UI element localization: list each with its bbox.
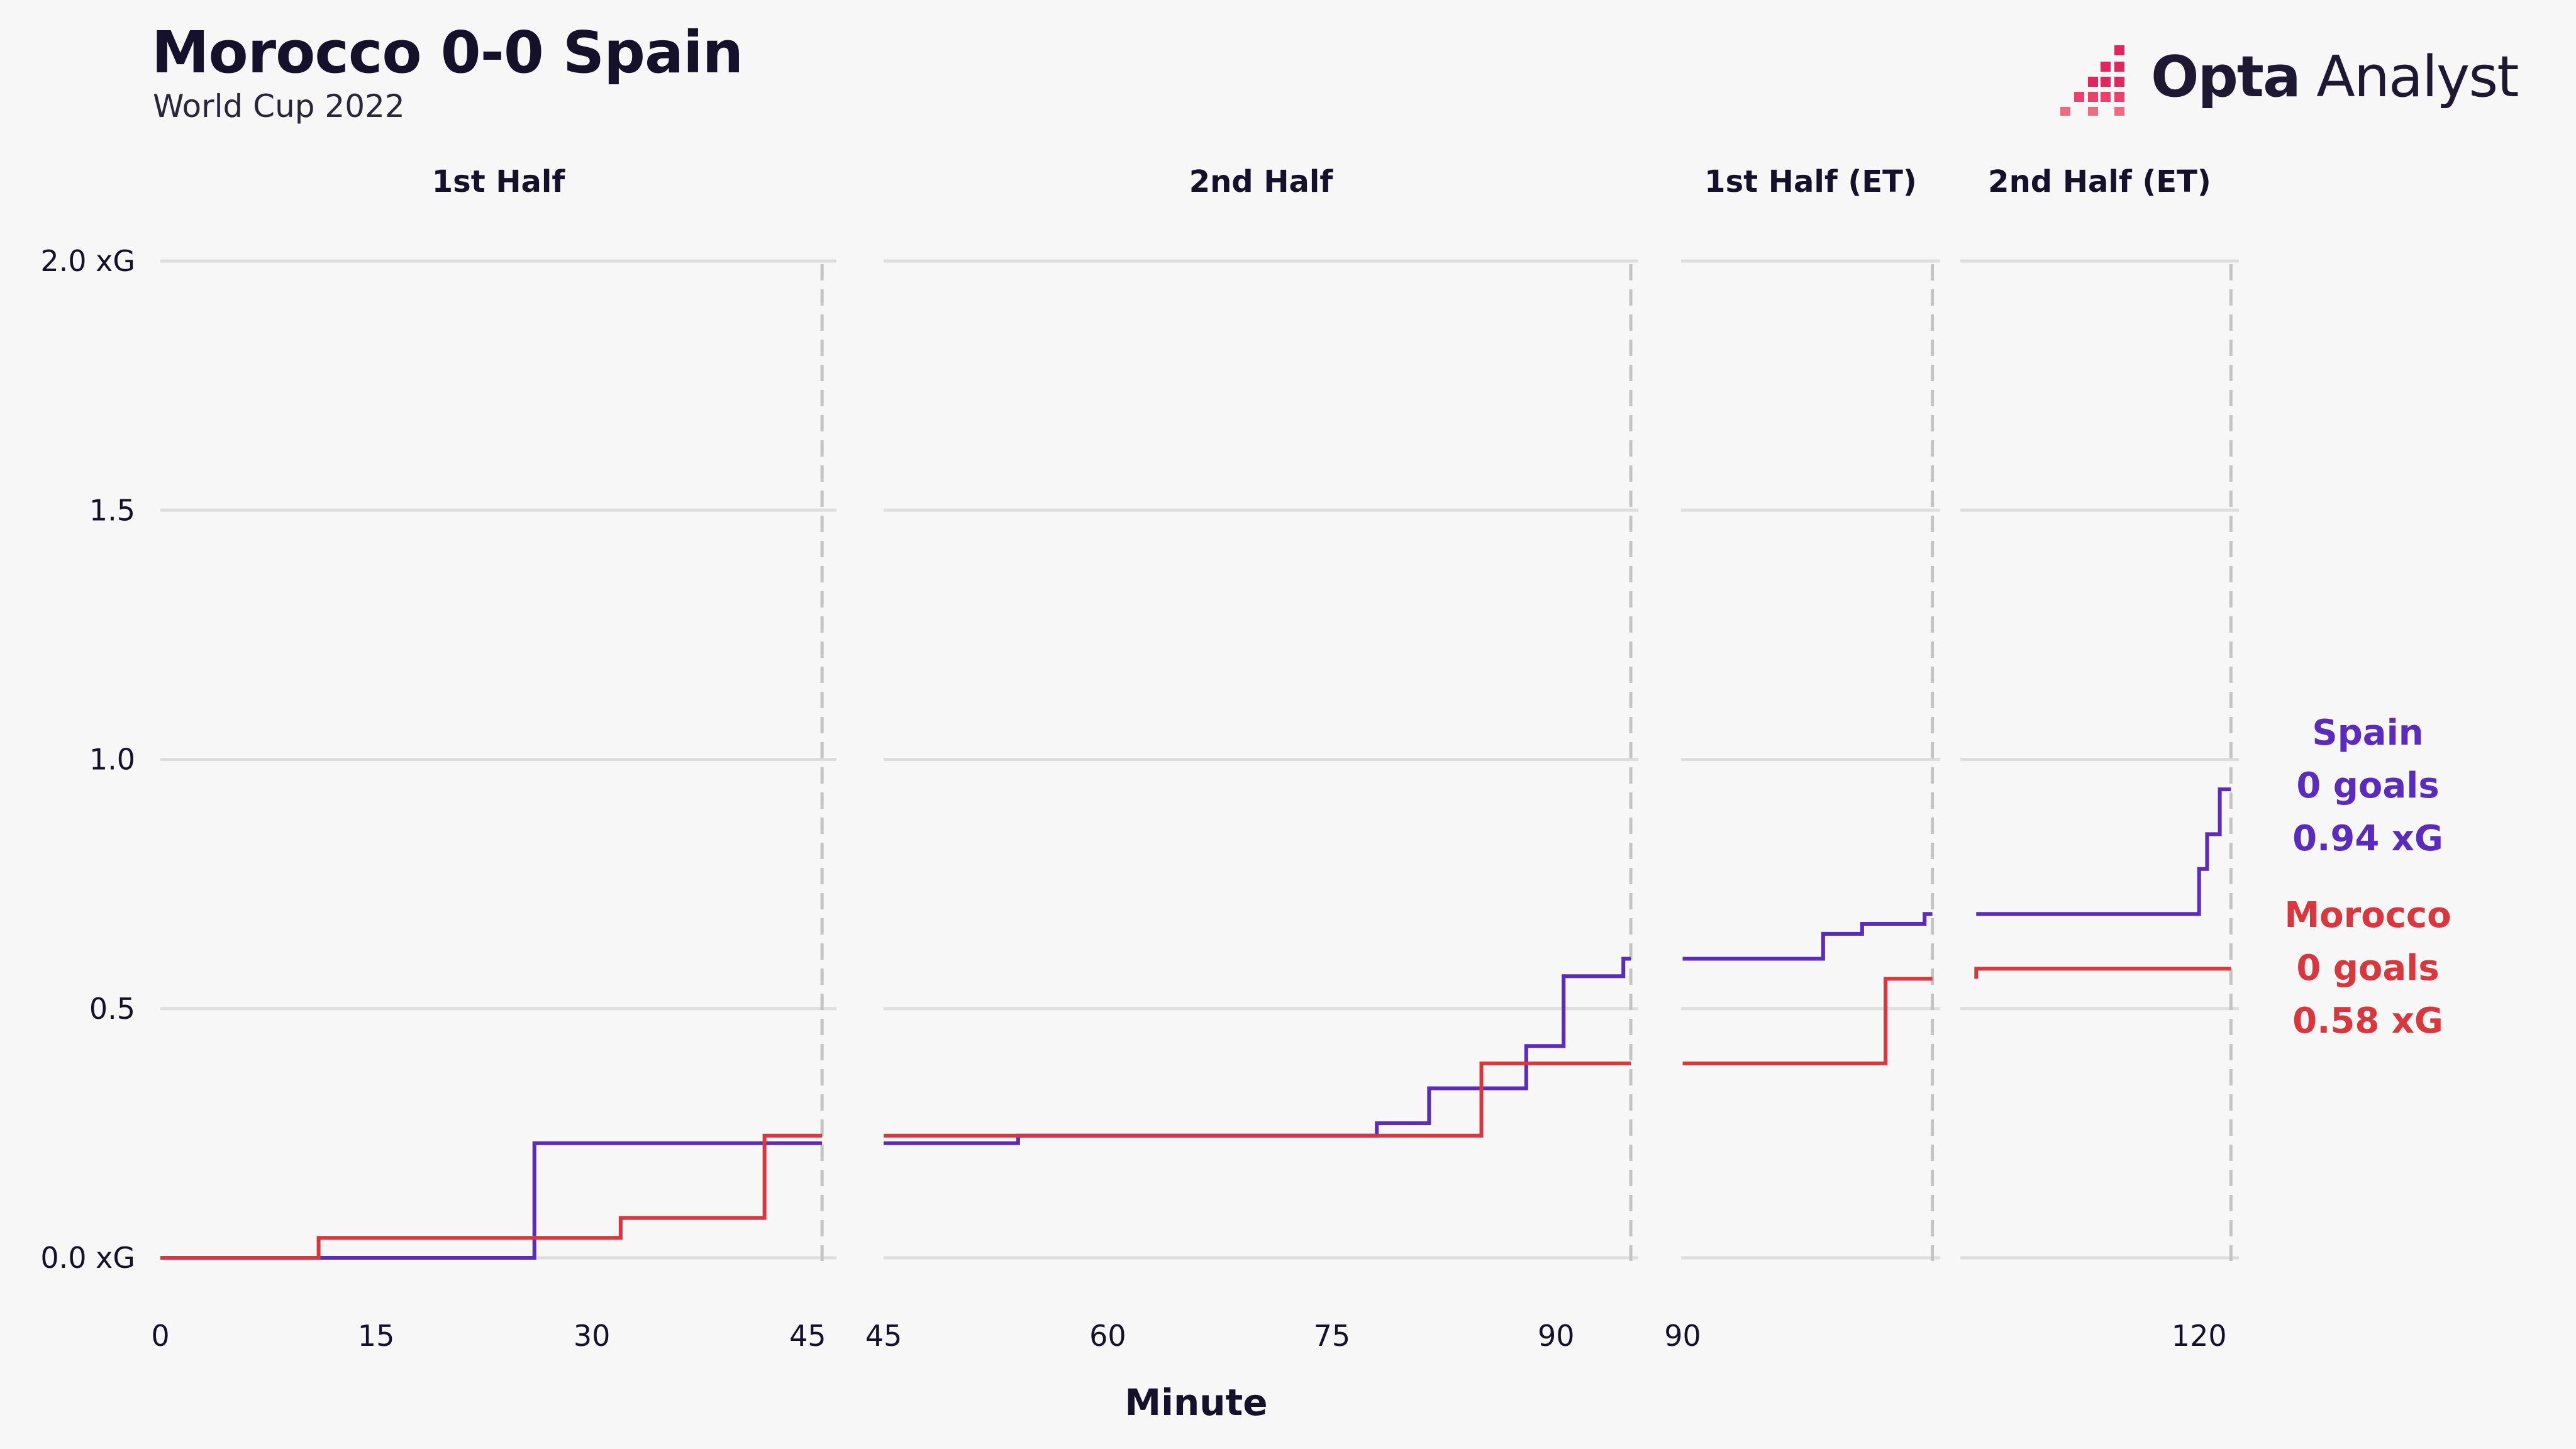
opta-pixel-logo-icon — [2060, 45, 2124, 116]
series-line-morocco — [1682, 977, 1933, 1065]
y-tick-label: 1.0 — [89, 743, 135, 777]
series-line-spain — [160, 1141, 823, 1260]
series-line-morocco — [1974, 967, 2231, 979]
panel-title: 2nd Half — [1189, 164, 1334, 199]
x-tick-label: 45 — [789, 1319, 826, 1353]
legend-morocco-xg: 0.58 xG — [2292, 1001, 2443, 1041]
series-line-spain — [1976, 787, 2231, 916]
y-tick-label: 2.0 xG — [40, 244, 135, 278]
legend-morocco: Morocco 0 goals 0.58 xG — [2220, 889, 2516, 1048]
chart-title: Morocco 0-0 Spain — [152, 19, 743, 86]
panel-title: 1st Half — [432, 164, 566, 199]
panel-title: 2nd Half (ET) — [1988, 164, 2211, 199]
x-tick-label: 0 — [151, 1319, 169, 1353]
x-tick-label: 45 — [865, 1319, 902, 1353]
series-line-spain — [1682, 912, 1933, 961]
x-axis-label: Minute — [1124, 1381, 1267, 1424]
logo-brand-bold: Opta — [2151, 44, 2301, 110]
x-tick-label: 30 — [574, 1319, 611, 1353]
x-tick-label: 120 — [2172, 1319, 2227, 1353]
x-tick-label: 90 — [1538, 1319, 1575, 1353]
chart-subtitle: World Cup 2022 — [153, 88, 405, 125]
logo-brand-light: Analyst — [2316, 44, 2519, 110]
legend-spain-goals: 0 goals — [2296, 765, 2440, 806]
panel-title: 1st Half (ET) — [1704, 164, 1917, 199]
series-line-spain — [884, 957, 1631, 1145]
opta-analyst-logo: Opta Analyst — [2057, 38, 2519, 119]
legend-spain-team: Spain — [2312, 713, 2424, 753]
legend-morocco-goals: 0 goals — [2296, 948, 2440, 989]
x-tick-label: 75 — [1314, 1319, 1351, 1353]
y-tick-label: 0.0 xG — [40, 1241, 135, 1275]
series-line-morocco — [884, 1061, 1631, 1138]
legend-morocco-team: Morocco — [2284, 895, 2451, 936]
x-tick-label: 60 — [1089, 1319, 1126, 1353]
y-tick-label: 1.5 — [89, 493, 135, 527]
x-tick-label: 90 — [1664, 1319, 1701, 1353]
series-line-morocco — [160, 1133, 823, 1260]
legend-spain: Spain 0 goals 0.94 xG — [2220, 707, 2516, 865]
x-tick-label: 15 — [358, 1319, 395, 1353]
y-tick-label: 0.5 — [89, 992, 135, 1026]
legend-spain-xg: 0.94 xG — [2292, 818, 2443, 859]
